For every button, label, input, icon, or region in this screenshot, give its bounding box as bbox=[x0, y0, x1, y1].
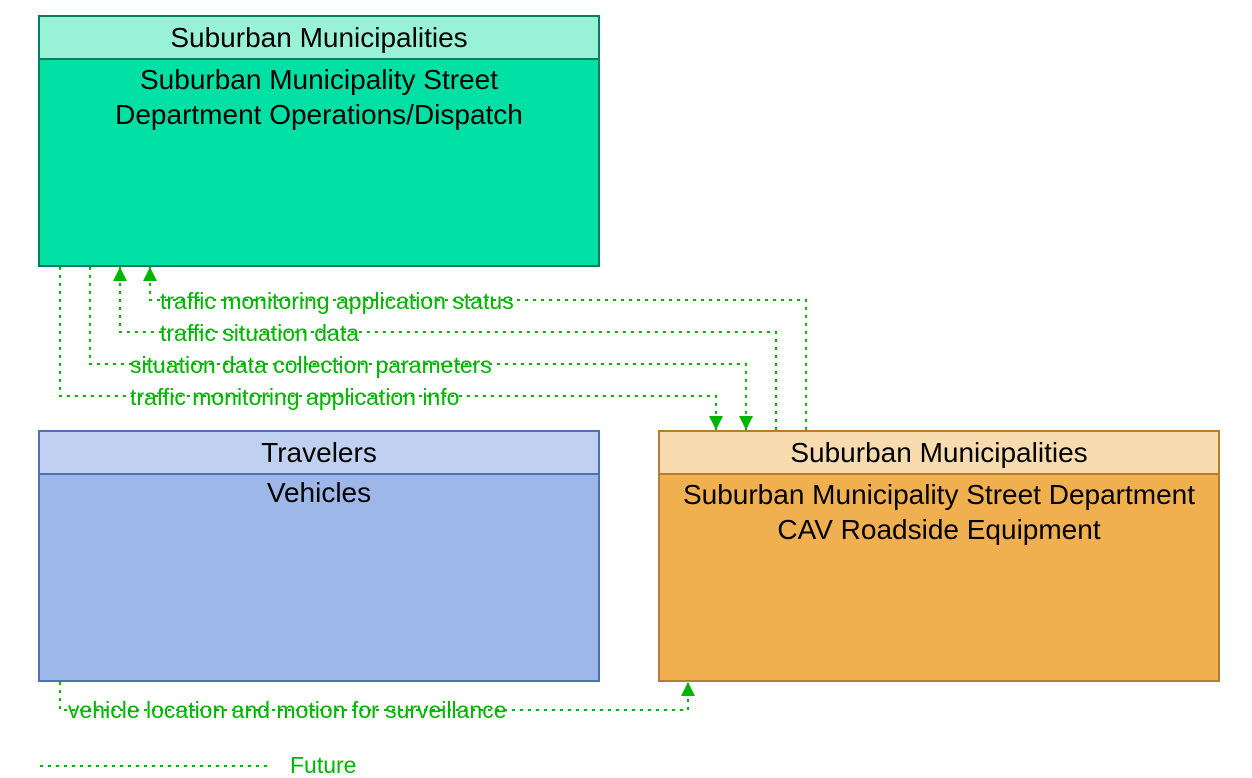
box-body-label: Vehicles bbox=[267, 477, 371, 509]
flow-label-traffic-monitoring-status: traffic monitoring application status bbox=[160, 288, 514, 315]
box-header-label: Travelers bbox=[261, 437, 377, 469]
flow-label-vehicle-location: vehicle location and motion for surveill… bbox=[68, 697, 507, 724]
box-header-cav: Suburban Municipalities bbox=[658, 430, 1220, 475]
arrowhead-icon bbox=[709, 416, 723, 430]
box-body-cav: Suburban Municipality Street Department … bbox=[658, 475, 1220, 682]
flow-label-situation-data-params: situation data collection parameters bbox=[130, 352, 492, 379]
box-body-label: Suburban Municipality Street Department … bbox=[680, 477, 1198, 547]
arrowhead-icon bbox=[143, 267, 157, 281]
box-vehicles: Travelers Vehicles bbox=[38, 430, 600, 682]
box-header-label: Suburban Municipalities bbox=[790, 437, 1087, 469]
box-header-vehicles: Travelers bbox=[38, 430, 600, 475]
box-body-label: Suburban Municipality Street Department … bbox=[80, 62, 558, 132]
flow-label-traffic-monitoring-info: traffic monitoring application info bbox=[130, 384, 459, 411]
box-cav-roadside: Suburban Municipalities Suburban Municip… bbox=[658, 430, 1220, 682]
arrowhead-icon bbox=[739, 416, 753, 430]
flow-label-traffic-situation-data: traffic situation data bbox=[160, 320, 359, 347]
box-header-label: Suburban Municipalities bbox=[170, 22, 467, 54]
box-header-ops: Suburban Municipalities bbox=[38, 15, 600, 60]
legend-future-label: Future bbox=[290, 752, 356, 778]
arrowhead-icon bbox=[681, 682, 695, 696]
arrowhead-icon bbox=[113, 267, 127, 281]
box-body-vehicles: Vehicles bbox=[38, 475, 600, 682]
box-body-ops: Suburban Municipality Street Department … bbox=[38, 60, 600, 267]
box-operations-dispatch: Suburban Municipalities Suburban Municip… bbox=[38, 15, 600, 267]
